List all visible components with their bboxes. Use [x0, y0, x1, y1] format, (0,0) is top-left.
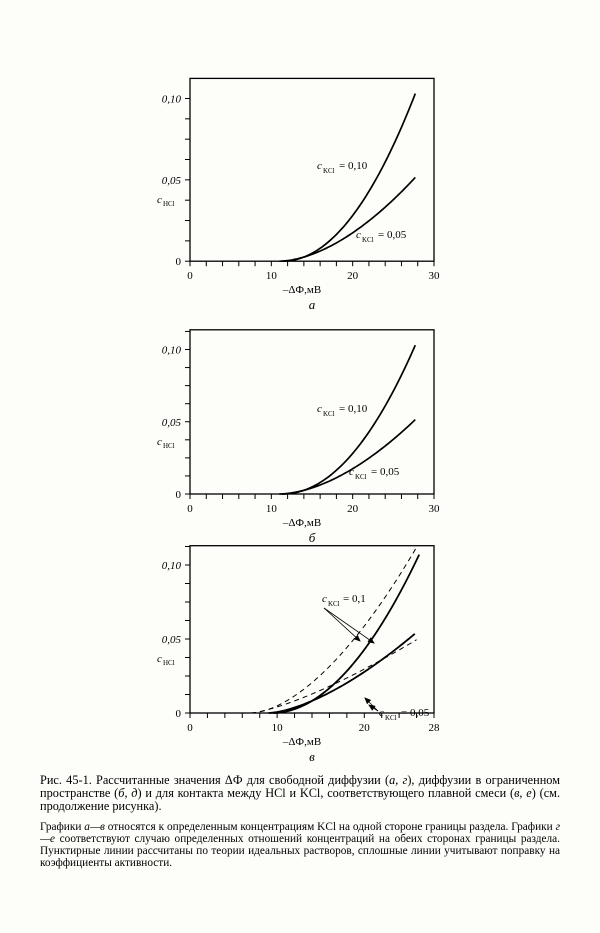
svg-text:= 0,10: = 0,10: [339, 403, 368, 415]
svg-text:= 0,05: = 0,05: [378, 229, 407, 241]
svg-text:= 0,05: = 0,05: [371, 466, 400, 478]
svg-text:KCl: KCl: [355, 473, 367, 481]
svg-text:0: 0: [176, 708, 182, 720]
svg-text:HCl: HCl: [163, 659, 175, 667]
svg-text:28: 28: [429, 722, 441, 734]
svg-text:0: 0: [176, 256, 182, 268]
svg-text:0: 0: [187, 503, 193, 515]
svg-text:= 0,05: = 0,05: [401, 707, 430, 719]
svg-text:30: 30: [429, 270, 441, 282]
svg-text:a: a: [309, 297, 316, 312]
svg-text:0,05: 0,05: [162, 417, 182, 429]
svg-text:HCl: HCl: [163, 442, 175, 450]
svg-text:KCl: KCl: [323, 167, 335, 175]
svg-text:20: 20: [347, 503, 359, 515]
svg-text:KCl: KCl: [385, 714, 397, 722]
svg-text:c: c: [356, 229, 361, 241]
svg-text:KCl: KCl: [323, 410, 335, 418]
svg-text:30: 30: [429, 503, 441, 515]
svg-text:KCl: KCl: [362, 236, 374, 244]
svg-text:0,10: 0,10: [162, 94, 182, 106]
svg-text:c: c: [157, 653, 162, 665]
svg-text:c: c: [317, 403, 322, 415]
svg-text:20: 20: [359, 722, 371, 734]
svg-text:0,10: 0,10: [162, 345, 182, 357]
svg-text:10: 10: [266, 503, 278, 515]
svg-text:c: c: [349, 466, 354, 478]
svg-text:= 0,1: = 0,1: [343, 593, 366, 605]
svg-text:0,10: 0,10: [162, 560, 182, 572]
svg-text:c: c: [322, 593, 327, 605]
svg-text:0: 0: [187, 270, 193, 282]
svg-text:c: c: [379, 707, 384, 719]
svg-text:10: 10: [266, 270, 278, 282]
svg-text:–ΔФ,мВ: –ΔФ,мВ: [282, 284, 321, 296]
svg-text:c: c: [157, 194, 162, 206]
svg-text:= 0,10: = 0,10: [339, 160, 368, 172]
svg-text:–ΔФ,мВ: –ΔФ,мВ: [282, 736, 321, 748]
svg-text:в: в: [309, 749, 315, 764]
svg-text:c: c: [157, 436, 162, 448]
svg-text:10: 10: [272, 722, 284, 734]
svg-text:б: б: [309, 530, 316, 545]
svg-text:0: 0: [176, 489, 182, 501]
svg-text:0: 0: [187, 722, 193, 734]
svg-text:c: c: [317, 160, 322, 172]
svg-text:0,05: 0,05: [162, 175, 182, 187]
svg-text:HCl: HCl: [163, 200, 175, 208]
svg-text:KCl: KCl: [328, 600, 340, 608]
svg-text:20: 20: [347, 270, 359, 282]
svg-text:0,05: 0,05: [162, 634, 182, 646]
svg-text:–ΔФ,мВ: –ΔФ,мВ: [282, 517, 321, 529]
